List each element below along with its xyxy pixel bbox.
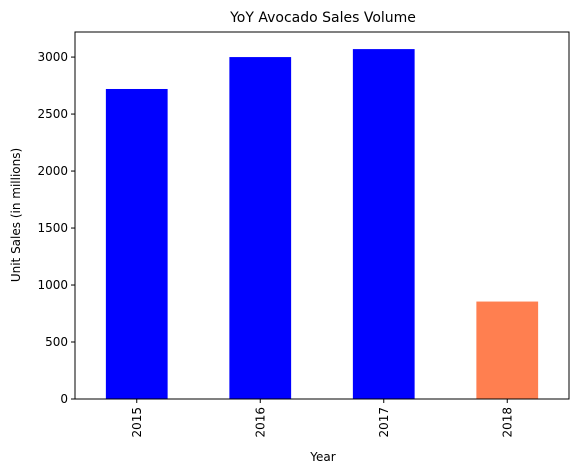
y-axis-title: Unit Sales (in millions) xyxy=(9,148,23,282)
y-tick-label: 3000 xyxy=(37,50,68,64)
x-tick-label: 2017 xyxy=(377,407,391,438)
bar-2015 xyxy=(105,88,168,399)
plot-frame xyxy=(74,31,570,400)
chart-title: YoY Avocado Sales Volume xyxy=(229,10,416,26)
x-tick-label: 2015 xyxy=(130,407,144,438)
y-tick-label: 500 xyxy=(45,335,68,349)
y-tick-label: 1000 xyxy=(37,278,68,292)
y-tick-label: 2000 xyxy=(37,164,68,178)
x-axis-title: Year xyxy=(309,450,335,464)
bar-2017 xyxy=(352,49,415,399)
y-tick-label: 1500 xyxy=(37,221,68,235)
y-tick-label: 0 xyxy=(60,392,68,406)
bar-2018 xyxy=(476,301,539,399)
plot-area: 2015 2016 2017 2018 0 500 1000 1500 2000 2500 3000 xyxy=(37,31,570,438)
x-tick-label: 2016 xyxy=(253,407,267,438)
bar-2016 xyxy=(229,57,292,400)
y-tick-label: 2500 xyxy=(37,107,68,121)
x-tick-label: 2018 xyxy=(500,407,514,438)
